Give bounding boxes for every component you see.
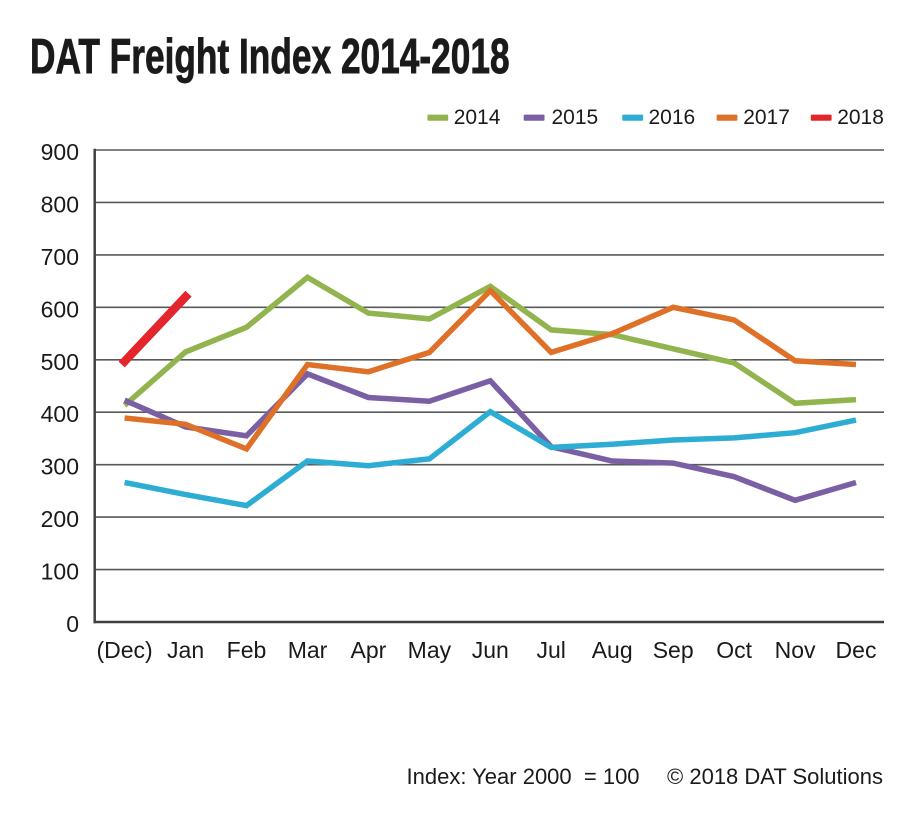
svg-text:Apr: Apr <box>351 637 387 663</box>
svg-text:Jun: Jun <box>472 637 509 663</box>
svg-text:Jan: Jan <box>167 637 204 663</box>
svg-text:DAT Freight Index 2014-2018: DAT Freight Index 2014-2018 <box>30 29 510 84</box>
svg-text:0: 0 <box>66 611 79 637</box>
svg-text:100: 100 <box>41 559 79 585</box>
svg-text:Index: Year 2000 = 100: Index: Year 2000 = 100 <box>407 764 640 789</box>
svg-text:2015: 2015 <box>552 106 599 129</box>
svg-text:(Dec): (Dec) <box>96 637 152 663</box>
svg-text:Nov: Nov <box>775 637 816 663</box>
svg-text:700: 700 <box>41 244 79 270</box>
svg-text:900: 900 <box>41 139 79 165</box>
svg-text:Dec: Dec <box>836 637 877 663</box>
svg-text:2017: 2017 <box>743 106 790 129</box>
svg-text:© 2018 DAT Solutions: © 2018 DAT Solutions <box>667 764 883 789</box>
svg-text:800: 800 <box>41 191 79 217</box>
svg-text:400: 400 <box>41 401 79 427</box>
svg-text:500: 500 <box>41 349 79 375</box>
svg-text:300: 300 <box>41 454 79 480</box>
svg-text:200: 200 <box>41 506 79 532</box>
svg-text:Jul: Jul <box>536 637 565 663</box>
svg-text:600: 600 <box>41 296 79 322</box>
svg-text:2018: 2018 <box>837 106 884 129</box>
svg-text:Mar: Mar <box>288 637 328 663</box>
svg-text:Feb: Feb <box>227 637 267 663</box>
svg-text:Sep: Sep <box>653 637 694 663</box>
svg-text:May: May <box>408 637 452 663</box>
svg-text:Oct: Oct <box>716 637 752 663</box>
svg-text:2014: 2014 <box>454 106 501 129</box>
svg-text:Aug: Aug <box>592 637 633 663</box>
svg-text:2016: 2016 <box>649 106 696 129</box>
